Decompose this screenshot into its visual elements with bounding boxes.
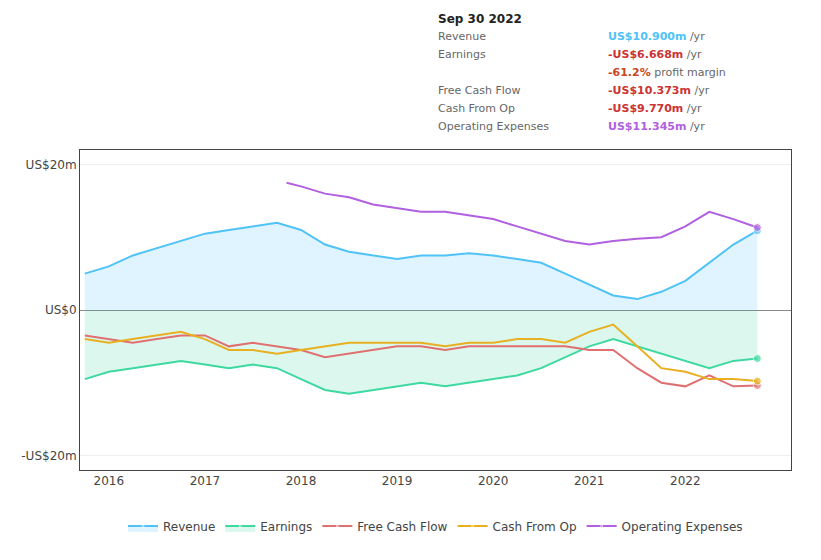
svg-text:Operating Expenses: Operating Expenses [438,120,549,133]
svg-text:Sep 30 2022: Sep 30 2022 [438,12,522,26]
svg-text:US$0: US$0 [45,303,77,317]
svg-text:2020: 2020 [478,474,509,488]
svg-text:-61.2% profit margin: -61.2% profit margin [608,66,726,79]
svg-text:Free Cash Flow: Free Cash Flow [438,84,521,97]
svg-text:Revenue: Revenue [163,520,215,534]
svg-text:Earnings: Earnings [438,48,486,61]
svg-text:Cash From Op: Cash From Op [493,520,577,534]
svg-text:Cash From Op: Cash From Op [438,102,515,115]
svg-text:Free Cash Flow: Free Cash Flow [357,520,447,534]
svg-text:-US$10.373m /yr: -US$10.373m /yr [608,84,710,97]
svg-text:-US$20m: -US$20m [21,449,76,463]
svg-text:Earnings: Earnings [260,520,312,534]
svg-text:Revenue: Revenue [438,30,486,43]
svg-text:2021: 2021 [574,474,605,488]
svg-text:2019: 2019 [382,474,413,488]
svg-text:US$11.345m /yr: US$11.345m /yr [608,120,705,133]
svg-text:2018: 2018 [286,474,317,488]
svg-text:2016: 2016 [94,474,125,488]
svg-text:Operating Expenses: Operating Expenses [622,520,743,534]
svg-text:2017: 2017 [190,474,221,488]
svg-text:-US$9.770m /yr: -US$9.770m /yr [608,102,702,115]
svg-text:US$20m: US$20m [26,158,77,172]
svg-text:2022: 2022 [670,474,701,488]
svg-text:-US$6.668m /yr: -US$6.668m /yr [608,48,702,61]
svg-text:US$10.900m /yr: US$10.900m /yr [608,30,705,43]
